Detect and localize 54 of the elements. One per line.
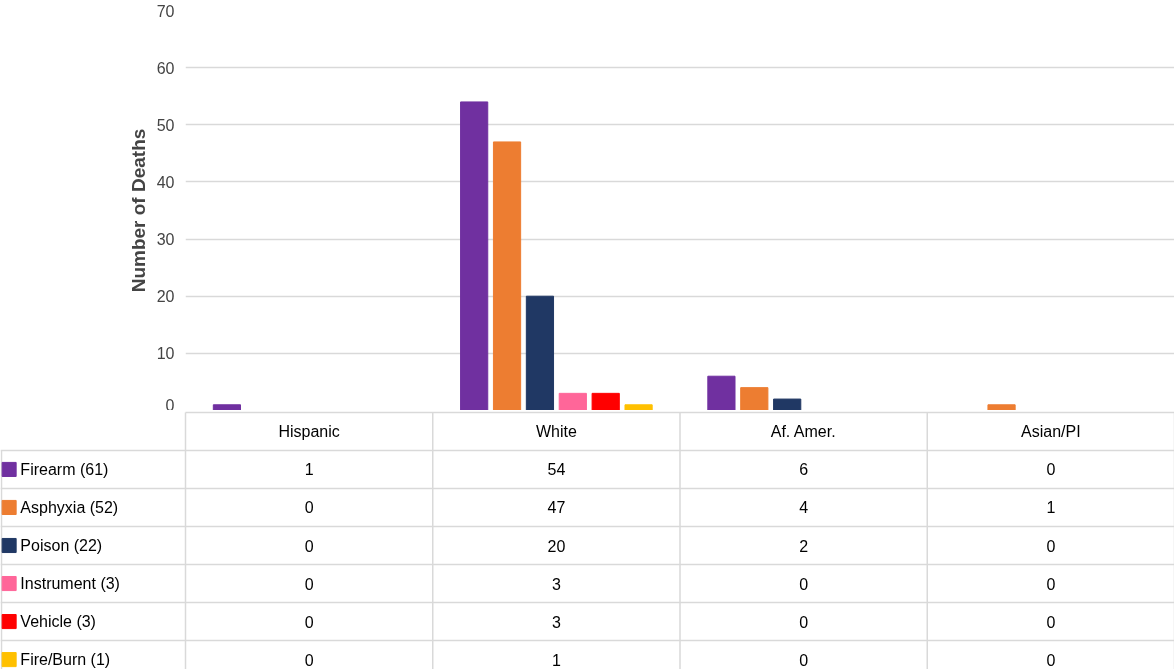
bar bbox=[492, 141, 522, 410]
data-label: 3 bbox=[551, 613, 561, 631]
x-tick-label: White bbox=[535, 422, 577, 440]
y-axis-title: Number of Deaths bbox=[127, 128, 149, 293]
data-label: 0 bbox=[1046, 461, 1056, 479]
data-label: 54 bbox=[547, 461, 566, 479]
data-label: 0 bbox=[1046, 613, 1056, 631]
y-tick-label: 40 bbox=[156, 173, 175, 191]
data-label: 1 bbox=[551, 651, 561, 669]
bar bbox=[460, 101, 489, 410]
y-tick-label: 20 bbox=[156, 288, 175, 306]
bar bbox=[558, 392, 587, 410]
data-label: 2 bbox=[799, 537, 809, 555]
bar bbox=[773, 398, 802, 410]
legend-label: Fire/Burn (1) bbox=[20, 651, 111, 669]
legend-label: Instrument (3) bbox=[20, 575, 120, 593]
data-label: 4 bbox=[799, 499, 809, 517]
data-label: 0 bbox=[304, 499, 314, 517]
bar bbox=[624, 404, 653, 410]
y-tick-label: 60 bbox=[156, 59, 175, 77]
x-tick-label: Hispanic bbox=[278, 422, 340, 440]
data-label: 1 bbox=[304, 461, 314, 479]
data-label: 0 bbox=[304, 537, 314, 555]
x-tick-label: Af. Amer. bbox=[770, 422, 836, 440]
y-tick-label: 0 bbox=[165, 396, 175, 414]
data-label: 0 bbox=[799, 575, 809, 593]
legend-label: Vehicle (3) bbox=[20, 613, 96, 631]
bar bbox=[212, 404, 242, 410]
data-label: 3 bbox=[551, 575, 561, 593]
data-label: 0 bbox=[799, 651, 809, 669]
data-label: 0 bbox=[1046, 651, 1056, 669]
y-tick-label: 50 bbox=[156, 116, 175, 134]
bar bbox=[740, 387, 769, 410]
data-label: 1 bbox=[1046, 499, 1056, 517]
data-label: 0 bbox=[304, 651, 314, 669]
data-label: 20 bbox=[547, 537, 566, 555]
y-tick-label: 30 bbox=[156, 231, 175, 249]
bar bbox=[525, 295, 555, 410]
data-label: 47 bbox=[547, 499, 566, 517]
bar bbox=[987, 404, 1016, 410]
y-tick-label: 70 bbox=[156, 2, 175, 20]
data-label: 0 bbox=[1046, 537, 1056, 555]
legend-label: Poison (22) bbox=[20, 537, 103, 554]
data-label: 0 bbox=[1046, 575, 1056, 593]
legend-label: Asphyxia (52) bbox=[20, 498, 119, 516]
data-label: 0 bbox=[304, 575, 314, 593]
x-tick-label: Asian/PI bbox=[1021, 422, 1081, 440]
legend-label: Firearm (61) bbox=[20, 460, 109, 478]
data-label: 0 bbox=[799, 613, 809, 631]
data-label: 6 bbox=[799, 461, 809, 479]
bar bbox=[591, 392, 620, 410]
y-tick-label: 10 bbox=[156, 345, 175, 363]
data-label: 0 bbox=[304, 613, 314, 631]
bar bbox=[707, 375, 736, 410]
